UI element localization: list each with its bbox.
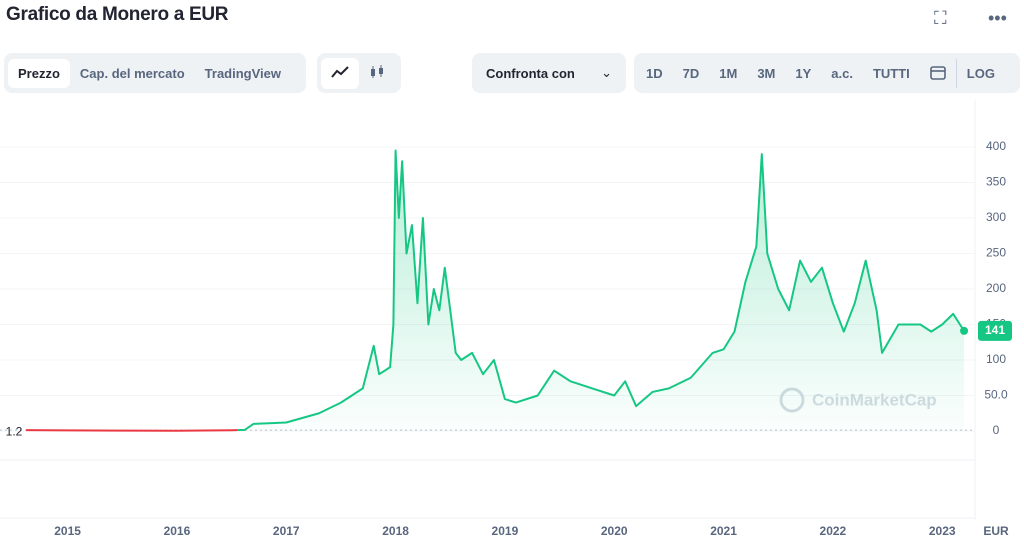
x-tick-label: 2022 bbox=[820, 524, 847, 538]
y-tick-label: 350 bbox=[986, 175, 1006, 189]
y-tick-label: 300 bbox=[986, 210, 1006, 224]
y-tick-label: 0 bbox=[993, 423, 1000, 437]
x-tick-label: 2021 bbox=[710, 524, 737, 538]
range-button[interactable]: a.c. bbox=[831, 65, 853, 81]
log-button[interactable]: LOG bbox=[955, 58, 1005, 88]
range-button[interactable]: 7D bbox=[682, 65, 700, 81]
range-button[interactable]: 1Y bbox=[795, 65, 812, 81]
tab-group: Prezzo Cap. del mercato TradingView bbox=[4, 53, 306, 93]
line-type-button[interactable] bbox=[321, 57, 359, 89]
y-tick-label: 250 bbox=[986, 246, 1006, 260]
range-button[interactable]: TUTTI bbox=[872, 65, 910, 81]
tab[interactable]: Prezzo bbox=[8, 58, 70, 88]
fullscreen-icon[interactable]: ⛶ bbox=[934, 8, 947, 28]
more-icon[interactable]: ••• bbox=[988, 8, 1007, 28]
price-badge-label: 141 bbox=[985, 323, 1005, 337]
y-tick-label: 400 bbox=[986, 139, 1006, 153]
candle-type-button[interactable] bbox=[359, 58, 395, 89]
x-tick-label: 2017 bbox=[273, 524, 300, 538]
price-badge bbox=[978, 320, 1012, 341]
range-button[interactable]: 1D bbox=[646, 65, 663, 81]
price-line bbox=[26, 149, 965, 432]
range-button[interactable]: 3M bbox=[757, 65, 776, 81]
y-tick-label: 50.0 bbox=[984, 388, 1008, 402]
x-tick-label: 2015 bbox=[54, 524, 81, 538]
range-button[interactable]: 1M bbox=[719, 65, 738, 81]
tab[interactable]: Cap. del mercato bbox=[79, 65, 185, 81]
price-area bbox=[26, 150, 965, 431]
start-label: 1.2 bbox=[6, 424, 23, 438]
x-tick-label: 2016 bbox=[164, 524, 191, 538]
dropdown-arrow: ⌄ bbox=[601, 65, 612, 80]
currency-label: EUR bbox=[983, 524, 1009, 538]
x-tick-label: 2023 bbox=[929, 524, 956, 538]
compare-dropdown[interactable]: Confronta con ⌄ bbox=[472, 53, 626, 93]
chart: 050.010015020025030035040020152016201720… bbox=[0, 100, 1012, 538]
chart-type-group bbox=[317, 53, 401, 93]
last-point bbox=[960, 326, 969, 335]
tab[interactable]: TradingView bbox=[204, 65, 282, 81]
calendar-button[interactable] bbox=[920, 57, 956, 90]
range-group: 1D 7D 1M 3M 1Y a.c. TUTTI LOG bbox=[634, 53, 1020, 93]
y-tick-label: 200 bbox=[986, 281, 1006, 295]
page-title: Grafico da Monero a EUR bbox=[6, 4, 229, 25]
x-tick-label: 2018 bbox=[382, 524, 409, 538]
y-tick-label: 100 bbox=[986, 352, 1006, 366]
compare-label: Confronta con bbox=[486, 65, 575, 81]
x-tick-label: 2020 bbox=[601, 524, 628, 538]
x-tick-label: 2019 bbox=[492, 524, 519, 538]
